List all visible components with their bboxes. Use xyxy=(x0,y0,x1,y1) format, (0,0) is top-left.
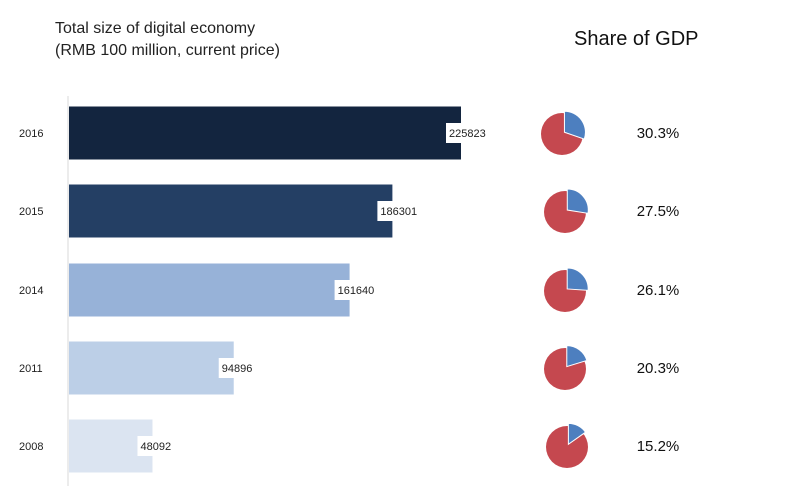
bar-2014 xyxy=(69,263,350,317)
gdp-share-label-2011: 20.3% xyxy=(637,360,680,377)
tick-label-2011: 2011 xyxy=(19,363,43,375)
bar-2015 xyxy=(69,184,393,238)
pie-share-2016 xyxy=(563,110,586,140)
data-label-2008: 48092 xyxy=(140,441,171,453)
tick-label-2016: 2016 xyxy=(19,128,43,140)
tick-label-2008: 2008 xyxy=(19,441,43,453)
pie-share-2011 xyxy=(566,345,588,368)
data-label-bg-2016 xyxy=(446,123,492,143)
gdp-share-title: Share of GDP xyxy=(574,28,699,50)
data-label-bg-2014 xyxy=(334,280,381,300)
chart-title-line-1: Total size of digital economy xyxy=(55,20,256,37)
pie-share-2015 xyxy=(566,188,589,214)
data-label-2014: 161640 xyxy=(338,285,375,297)
data-label-2015: 186301 xyxy=(380,206,417,218)
pie-share-2008 xyxy=(567,422,587,446)
tick-label-2014: 2014 xyxy=(19,285,43,297)
data-label-bg-2011 xyxy=(218,358,258,378)
chart-title: Total size of digital economy (RMB 100 m… xyxy=(55,18,280,62)
data-label-2016: 225823 xyxy=(449,128,486,140)
gdp-share-label-2016: 30.3% xyxy=(637,125,680,142)
data-label-bg-2008 xyxy=(137,436,177,456)
pie-share-2014 xyxy=(566,267,589,291)
data-label-bg-2015 xyxy=(377,201,423,221)
gdp-share-label-2014: 26.1% xyxy=(637,282,680,299)
bar-2011 xyxy=(69,341,234,395)
gdp-share-label-2008: 15.2% xyxy=(637,438,680,455)
tick-label-2015: 2015 xyxy=(19,206,43,218)
data-label-2011: 94896 xyxy=(222,363,253,375)
bar-2016 xyxy=(69,106,461,160)
chart-title-line-2: (RMB 100 million, current price) xyxy=(55,42,280,59)
gdp-share-label-2015: 27.5% xyxy=(637,203,680,220)
